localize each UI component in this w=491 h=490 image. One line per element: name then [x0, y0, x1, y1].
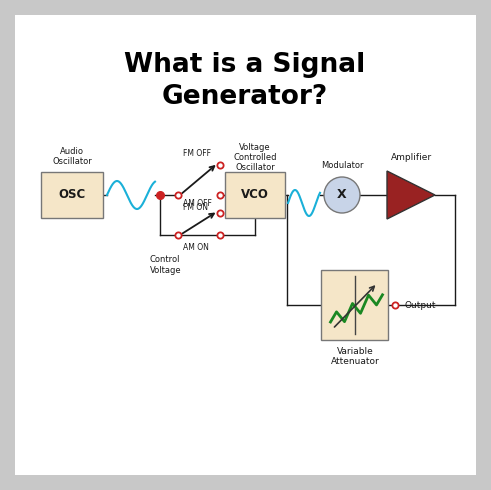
- Text: Oscillator: Oscillator: [235, 163, 275, 172]
- Text: Voltage: Voltage: [239, 143, 271, 151]
- FancyBboxPatch shape: [225, 172, 285, 218]
- Text: AM ON: AM ON: [183, 244, 209, 252]
- Text: FM OFF: FM OFF: [183, 148, 211, 157]
- Text: Output: Output: [405, 300, 436, 310]
- Text: What is a Signal: What is a Signal: [124, 52, 366, 78]
- Text: Control
Voltage: Control Voltage: [150, 255, 182, 275]
- FancyBboxPatch shape: [322, 270, 388, 340]
- Text: Controlled: Controlled: [233, 152, 277, 162]
- Text: Generator?: Generator?: [162, 84, 328, 110]
- Text: Variable: Variable: [337, 346, 373, 356]
- FancyBboxPatch shape: [41, 172, 103, 218]
- Text: FM ON: FM ON: [183, 203, 208, 213]
- Text: X: X: [337, 189, 347, 201]
- Text: Oscillator: Oscillator: [52, 157, 92, 167]
- Text: Audio: Audio: [60, 147, 84, 155]
- Text: AM OFF: AM OFF: [183, 199, 212, 209]
- Text: Attenuator: Attenuator: [330, 358, 380, 367]
- Text: VCO: VCO: [241, 189, 269, 201]
- Circle shape: [324, 177, 360, 213]
- Text: Amplifier: Amplifier: [390, 152, 432, 162]
- Polygon shape: [387, 171, 435, 219]
- Text: OSC: OSC: [58, 189, 85, 201]
- Text: Modulator: Modulator: [321, 161, 363, 170]
